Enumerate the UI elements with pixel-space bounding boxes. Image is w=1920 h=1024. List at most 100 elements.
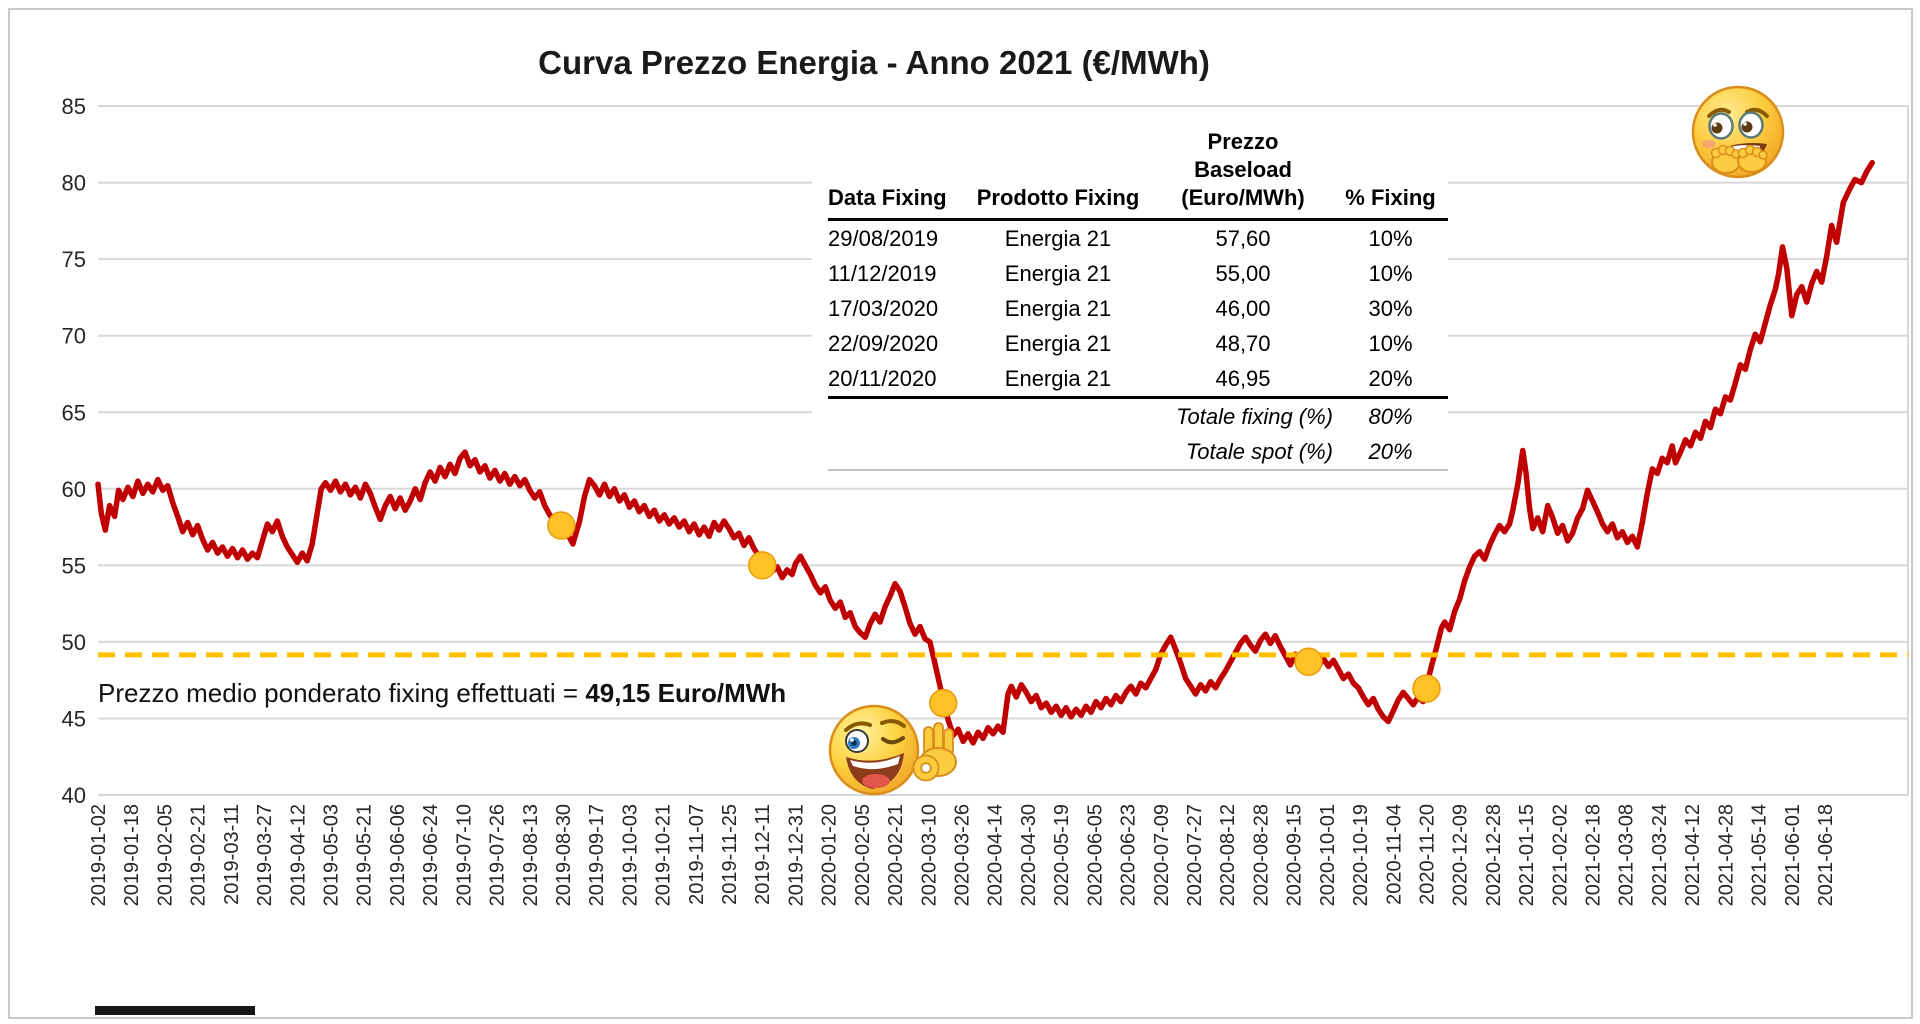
x-axis-tick-label: 2020-11-20	[1416, 804, 1438, 905]
y-axis-tick-label: 65	[62, 400, 86, 425]
price-curve	[95, 159, 1875, 746]
fixing-point-marker	[928, 688, 958, 718]
x-axis-tick-label: 2020-02-21	[885, 804, 907, 906]
x-axis-tick-label: 2020-07-09	[1151, 804, 1173, 906]
table-cell: Energia 21	[1004, 225, 1112, 251]
y-axis-tick-label: 40	[62, 783, 86, 808]
slide-frame	[8, 8, 1913, 1019]
x-axis-tick-label: 2019-08-30	[553, 804, 575, 906]
x-axis-tick-label: 2021-04-12	[1682, 804, 1704, 906]
table-cell: 10%	[1368, 260, 1413, 286]
table-row: 11/12/2019 Energia 21 55,00 10%	[828, 256, 1448, 291]
x-axis-tick-label: 2019-08-13	[520, 804, 542, 906]
x-axis-tick-label: 2019-05-21	[354, 804, 376, 906]
x-axis-tick-label: 2019-12-11	[752, 804, 774, 905]
x-axis-tick-label: 2019-11-25	[719, 804, 741, 905]
nail-biting-emoji	[1691, 85, 1785, 179]
x-axis-tick-label: 2020-04-14	[985, 804, 1007, 906]
table-cell: Energia 21	[1004, 295, 1112, 321]
x-axis-tick-label: 2020-05-19	[1051, 804, 1073, 906]
fixing-table-header: Data Fixing Prodotto Fixing Prezzo Baseloa…	[828, 128, 1448, 220]
x-axis-tick-label: 2021-06-01	[1782, 804, 1804, 906]
x-axis-tick-label: 2020-11-04	[1383, 804, 1405, 905]
totals-row: Totale fixing (%) 80%	[828, 397, 1448, 435]
x-axis-tick-label: 2019-07-26	[487, 804, 509, 906]
table-cell: Energia 21	[1004, 365, 1112, 391]
table-header-cell: % Fixing	[1345, 185, 1436, 210]
x-axis-tick-label: 2019-07-10	[453, 804, 475, 906]
y-axis-tick-label: 50	[62, 630, 86, 655]
table-cell: 29/08/2019	[828, 225, 939, 251]
annotation-text: Prezzo medio ponderato fixing effettuati…	[98, 678, 586, 708]
x-axis-tick-label: 2021-06-18	[1815, 804, 1837, 906]
x-axis-tick-label: 2020-08-28	[1250, 804, 1272, 906]
x-axis-tick-label: 2020-02-05	[852, 804, 874, 906]
table-cell: 10%	[1368, 330, 1413, 356]
totals-value: 80%	[1368, 403, 1413, 429]
x-axis-tick-label: 2019-06-24	[420, 804, 442, 906]
x-axis-tick-label: 2020-07-27	[1184, 804, 1206, 906]
x-axis-tick-label: 2020-04-30	[1018, 804, 1040, 906]
bottom-edge-bar	[95, 1006, 255, 1015]
x-axis-tick-label: 2019-01-18	[121, 804, 143, 906]
x-axis-tick-label: 2019-03-27	[254, 804, 276, 906]
x-axis-tick-label: 2020-03-10	[918, 804, 940, 906]
table-cell: 46,00	[1215, 295, 1271, 321]
x-axis-tick-label: 2020-03-26	[952, 804, 974, 906]
x-axis-tick-label: 2020-10-01	[1317, 804, 1339, 906]
weighted-average-annotation: Prezzo medio ponderato fixing effettuati…	[98, 678, 786, 709]
x-axis-tick-label: 2019-04-12	[287, 804, 309, 906]
x-axis-tick-label: 2021-02-02	[1549, 804, 1571, 906]
table-cell: 57,60	[1215, 225, 1271, 251]
x-axis-tick-label: 2021-03-08	[1616, 804, 1638, 906]
table-cell: 30%	[1368, 295, 1413, 321]
totals-value: 20%	[1368, 438, 1413, 464]
table-row: 22/09/2020 Energia 21 48,70 10%	[828, 326, 1448, 361]
totals-label: Totale fixing (%)	[1176, 403, 1333, 429]
x-axis-tick-label: 2019-12-31	[785, 804, 807, 906]
fixing-point-marker	[1294, 647, 1323, 677]
x-axis-tick-label: 2021-03-24	[1649, 804, 1671, 906]
table-row: 17/03/2020 Energia 21 46,00 30%	[828, 291, 1448, 326]
x-axis-tick-label: 2019-02-05	[154, 804, 176, 906]
table-header-cell: Prodotto Fixing	[976, 185, 1140, 210]
table-cell: 55,00	[1215, 260, 1271, 286]
table-cell: 10%	[1368, 225, 1413, 251]
winking-ok-emoji	[828, 704, 957, 796]
chart-title: Curva Prezzo Energia - Anno 2021 (€/MWh)	[538, 44, 1210, 81]
x-axis-tick-label: 2021-05-14	[1749, 804, 1771, 906]
y-axis-tick-label: 85	[62, 94, 86, 119]
annotation-value: 49,15 Euro/MWh	[585, 678, 787, 708]
table-cell: 17/03/2020	[828, 295, 939, 321]
x-axis-tick-label: 2019-03-11	[221, 804, 243, 905]
table-cell: Energia 21	[1004, 330, 1112, 356]
fixing-point-marker	[747, 551, 777, 580]
y-axis-tick-label: 70	[62, 324, 86, 349]
x-axis-tick-label: 2019-10-03	[619, 804, 641, 906]
x-axis-tick-label: 2021-02-18	[1583, 804, 1605, 906]
table-cell: 20/11/2020	[828, 365, 937, 391]
table-header-cell: Prezzo Baseload (Euro/MWh)	[1181, 129, 1305, 210]
totals-row: Totale spot (%) 20%	[828, 434, 1448, 470]
x-axis-tick-label: 2020-01-20	[819, 804, 841, 906]
fixing-table: Data Fixing Prodotto Fixing Prezzo Baseloa…	[812, 128, 1448, 471]
table-cell: 48,70	[1215, 330, 1271, 356]
x-axis-tick-label: 2020-08-12	[1217, 804, 1239, 906]
fixing-table-body: 29/08/2019 Energia 21 57,60 10% 11/12/2019 En…	[828, 220, 1448, 398]
x-axis-tick-label: 2020-10-19	[1350, 804, 1372, 906]
table-cell: 11/12/2019	[828, 260, 937, 286]
y-axis-tick-label: 55	[62, 553, 86, 578]
x-axis-tick-label: 2020-06-23	[1118, 804, 1140, 906]
table-cell: 46,95	[1215, 365, 1271, 391]
fixing-point-marker	[1412, 674, 1441, 703]
table-cell: 22/09/2020	[828, 330, 939, 356]
x-axis-tick-label: 2020-12-28	[1483, 804, 1505, 906]
table-header-cell: Data Fixing	[828, 185, 947, 210]
table-row: 29/08/2019 Energia 21 57,60 10%	[828, 220, 1448, 257]
x-axis-tick-label: 2019-11-07	[686, 804, 708, 905]
x-axis-tick-label: 2019-02-21	[188, 804, 210, 906]
x-axis-tick-label: 2019-10-21	[653, 804, 675, 906]
x-axis-tick-label: 2019-01-02	[88, 804, 110, 906]
x-axis-tick-label: 2019-09-17	[586, 804, 608, 906]
